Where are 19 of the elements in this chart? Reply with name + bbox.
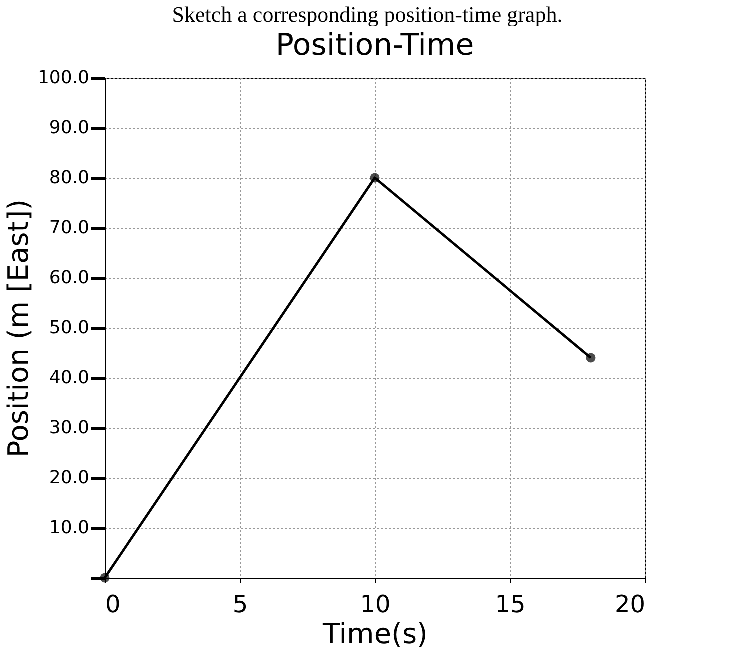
x-tick-label: 10 <box>360 590 391 618</box>
y-tick-label: 100.0 <box>38 68 90 88</box>
y-tick-label: 40.0 <box>49 368 90 388</box>
y-tick-label: 30.0 <box>49 418 90 438</box>
y-tick-label: 10.0 <box>49 518 90 538</box>
x-tick-label: 15 <box>495 590 526 618</box>
y-tick-label: 90.0 <box>49 118 90 138</box>
chart-title: Position-Time <box>276 28 474 63</box>
x-tick-label: 5 <box>232 590 248 618</box>
y-tick-label: 60.0 <box>49 268 90 288</box>
y-tick-label: 20.0 <box>49 468 90 488</box>
text: Sketch a corresponding position-time graph. <box>171 2 564 27</box>
x-tick-label: 0 <box>106 590 121 618</box>
y-tick-label: 70.0 <box>49 218 90 238</box>
y-tick-label: 80.0 <box>49 168 90 188</box>
x-axis-title: Time(s) <box>322 618 428 650</box>
y-axis-title: Position (m [East]) <box>2 199 35 458</box>
x-tick-label: 20 <box>614 590 646 618</box>
y-tick-label: 50.0 <box>49 318 90 338</box>
